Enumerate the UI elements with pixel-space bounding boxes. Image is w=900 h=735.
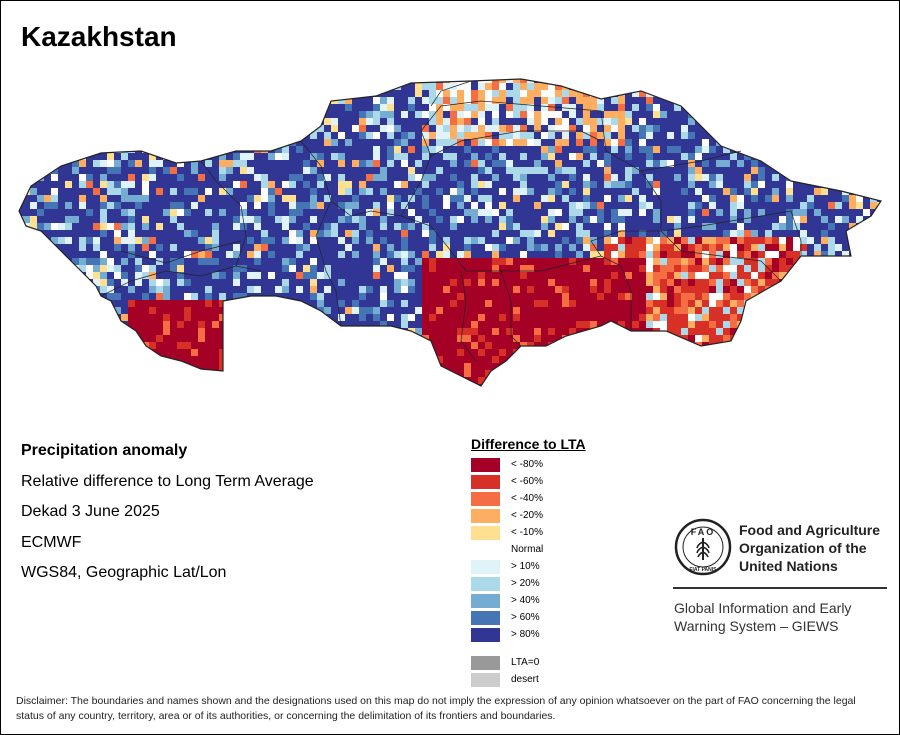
legend-label: > 10%	[511, 561, 540, 572]
legend-label: < -60%	[511, 476, 543, 487]
legend-swatch	[471, 656, 500, 670]
info-heading: Precipitation anomaly	[21, 442, 188, 459]
info-period: Dekad 3 June 2025	[21, 503, 160, 520]
legend-swatch	[471, 611, 500, 625]
fao-logo-icon: FAO FIAT PANIS	[674, 518, 732, 576]
legend-swatch	[471, 560, 500, 574]
legend-swatch	[471, 458, 500, 472]
fao-organization-name: Food and Agriculture Organization of the…	[739, 521, 880, 575]
giews-line-2: Warning System – GIEWS	[674, 618, 839, 634]
legend-swatch	[471, 492, 500, 506]
fao-logo-letters: FAO	[691, 527, 716, 537]
legend-label: < -20%	[511, 510, 543, 521]
legend-swatch	[471, 628, 500, 642]
fao-logo-motto: FIAT PANIS	[689, 567, 717, 573]
fao-name-line-2: Organization of the	[739, 540, 867, 556]
map-title: Kazakhstan	[21, 21, 177, 52]
giews-program-name: Global Information and Early Warning Sys…	[674, 599, 851, 635]
disclaimer: Disclaimer: The boundaries and names sho…	[16, 695, 856, 722]
legend-label: > 80%	[511, 629, 540, 640]
legend-swatch	[471, 526, 500, 540]
fao-name-line-3: United Nations	[739, 558, 838, 574]
info-subtitle: Relative difference to Long Term Average	[21, 473, 314, 490]
legend-label: < -10%	[511, 527, 543, 538]
legend-swatch	[471, 509, 500, 523]
legend-label: desert	[511, 674, 539, 685]
logo-divider	[673, 587, 887, 589]
legend-label: < -80%	[511, 459, 543, 470]
legend-title: Difference to LTA	[471, 436, 586, 452]
legend-swatch	[471, 594, 500, 608]
legend-swatch	[471, 577, 500, 591]
legend-label: > 20%	[511, 578, 540, 589]
info-source: ECMWF	[21, 534, 82, 551]
info-projection: WGS84, Geographic Lat/Lon	[21, 564, 227, 581]
legend-swatch	[471, 475, 500, 489]
legend-label: LTA=0	[511, 657, 540, 668]
legend-label: > 60%	[511, 612, 540, 623]
legend-label: Normal	[511, 544, 544, 555]
fao-name-line-1: Food and Agriculture	[739, 522, 881, 538]
precipitation-anomaly-map	[18, 78, 882, 387]
legend-label: < -40%	[511, 493, 543, 504]
giews-line-1: Global Information and Early	[674, 600, 852, 616]
legend-swatch	[471, 673, 500, 687]
legend-label: > 40%	[511, 595, 540, 606]
region-boundaries	[18, 78, 882, 387]
